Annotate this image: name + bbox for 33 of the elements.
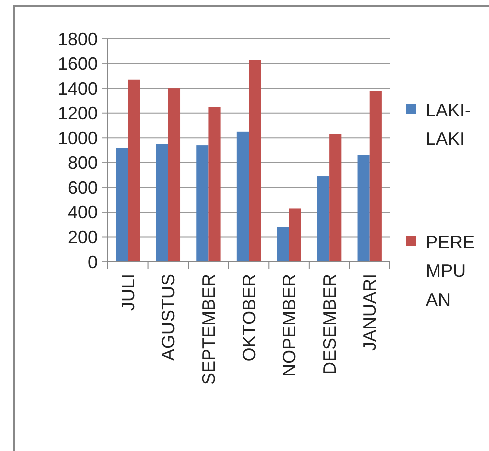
bar (208, 107, 221, 262)
y-tick-label: 600 (68, 178, 98, 198)
y-tick-label: 800 (68, 153, 98, 174)
y-tick-label: 1800 (58, 29, 98, 50)
y-tick-label: 0 (88, 252, 98, 272)
bar (128, 80, 140, 262)
bar (277, 227, 290, 262)
y-tick-label: 1400 (58, 78, 98, 99)
bar (196, 146, 209, 262)
y-tick-label: 1600 (58, 54, 98, 74)
bar (317, 176, 330, 262)
x-tick-label: JULI (118, 274, 138, 312)
legend-label: LAKI-LAKI (426, 100, 472, 150)
bar (116, 148, 128, 262)
x-tick-label: DESEMBER (320, 274, 340, 376)
y-tick-label: 400 (68, 202, 98, 223)
bar (156, 144, 168, 262)
y-tick-label: 200 (68, 228, 98, 248)
bar (370, 91, 382, 262)
bar (249, 60, 262, 262)
bar (236, 132, 249, 262)
x-tick-label: JANUARI (360, 274, 380, 352)
bar (330, 134, 342, 262)
x-tick-label: OKTOBER (239, 274, 260, 362)
x-tick-label: NOPEMBER (280, 274, 300, 378)
bar (289, 208, 302, 262)
x-tick-label: AGUSTUS (158, 274, 179, 362)
x-tick-label: SEPTEMBER (199, 274, 220, 386)
y-tick-label: 1000 (58, 128, 98, 148)
legend-label: PEREMPUAN (426, 232, 476, 310)
bar (358, 155, 370, 262)
y-tick-label: 1200 (58, 104, 98, 124)
bar (168, 88, 181, 262)
